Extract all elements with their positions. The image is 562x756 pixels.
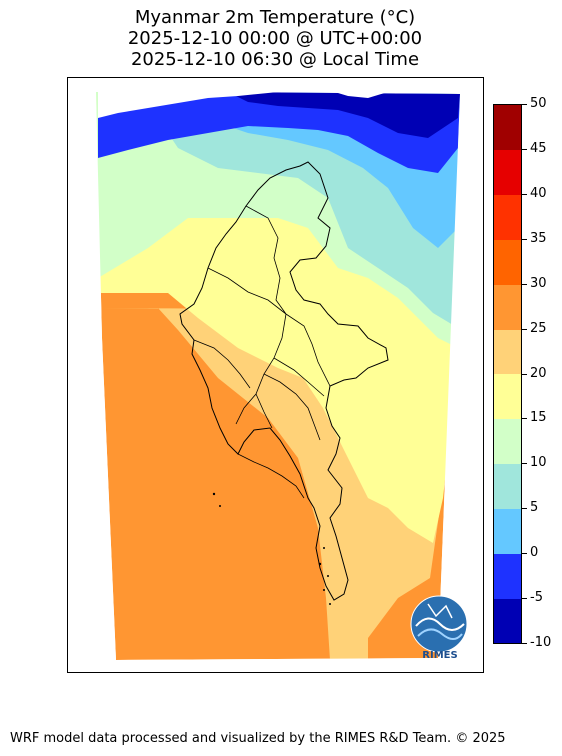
map-title: Myanmar 2m Temperature (°C) 2025-12-10 0… <box>0 7 550 70</box>
colorbar-tick <box>522 508 527 510</box>
colorbar-segment <box>494 239 521 285</box>
colorbar-segment <box>494 329 521 375</box>
colorbar-tick-label: -5 <box>530 590 543 606</box>
colorbar-tick <box>522 283 527 285</box>
colorbar-tick <box>522 193 527 195</box>
colorbar-tick <box>522 418 527 420</box>
colorbar-segment <box>494 463 521 509</box>
colorbar-segment <box>494 194 521 240</box>
colorbar-tick-label: 5 <box>530 500 539 516</box>
colorbar-tick <box>522 643 527 644</box>
country-outline <box>179 161 389 601</box>
state-boundaries <box>193 205 331 499</box>
field-neg10-neg5 <box>228 92 460 138</box>
colorbar-tick <box>522 598 527 600</box>
colorbar-tick <box>522 328 527 330</box>
colorbar-segment <box>494 105 521 151</box>
rimes-logo: RIMES <box>410 595 468 661</box>
colorbar-tick-label: 25 <box>530 320 547 336</box>
colorbar-segment <box>494 418 521 465</box>
colorbar-tick-label: 45 <box>530 140 547 156</box>
colorbar-segment <box>494 553 521 599</box>
colorbar-segment <box>494 508 521 554</box>
colorbar-segment <box>494 149 521 196</box>
colorbar-tick-label: 0 <box>530 545 539 561</box>
colorbar-tick <box>522 238 527 240</box>
colorbar-tick <box>522 104 527 105</box>
colorbar <box>493 104 522 644</box>
coastal-islands <box>212 492 331 605</box>
colorbar-tick-label: 30 <box>530 275 547 291</box>
rimes-logo-text: RIMES <box>422 650 457 661</box>
temperature-map: RIMES <box>68 78 483 672</box>
map-panel: RIMES <box>67 77 484 673</box>
colorbar-segment <box>494 284 521 330</box>
unplotted-north <box>68 78 483 118</box>
title-line-1: Myanmar 2m Temperature (°C) <box>134 7 416 28</box>
colorbar-tick <box>522 463 527 465</box>
colorbar-tick <box>522 148 527 150</box>
colorbar-tick <box>522 373 527 375</box>
colorbar-tick-label: 35 <box>530 230 547 246</box>
colorbar-tick <box>522 553 527 555</box>
colorbar-tick-label: 40 <box>530 185 547 201</box>
title-line-3: 2025-12-10 06:30 @ Local Time <box>130 49 420 70</box>
colorbar-tick-label: 50 <box>530 96 547 111</box>
colorbar-tick-label: -10 <box>530 635 552 650</box>
title-line-2: 2025-12-10 00:00 @ UTC+00:00 <box>127 28 423 49</box>
colorbar-segment <box>494 374 521 420</box>
footer-credit: WRF model data processed and visualized … <box>10 731 506 746</box>
colorbar-tick-label: 10 <box>530 455 547 471</box>
colorbar-tick-label: 20 <box>530 365 547 381</box>
colorbar-segment <box>494 598 521 644</box>
colorbar-tick-label: 15 <box>530 410 547 426</box>
